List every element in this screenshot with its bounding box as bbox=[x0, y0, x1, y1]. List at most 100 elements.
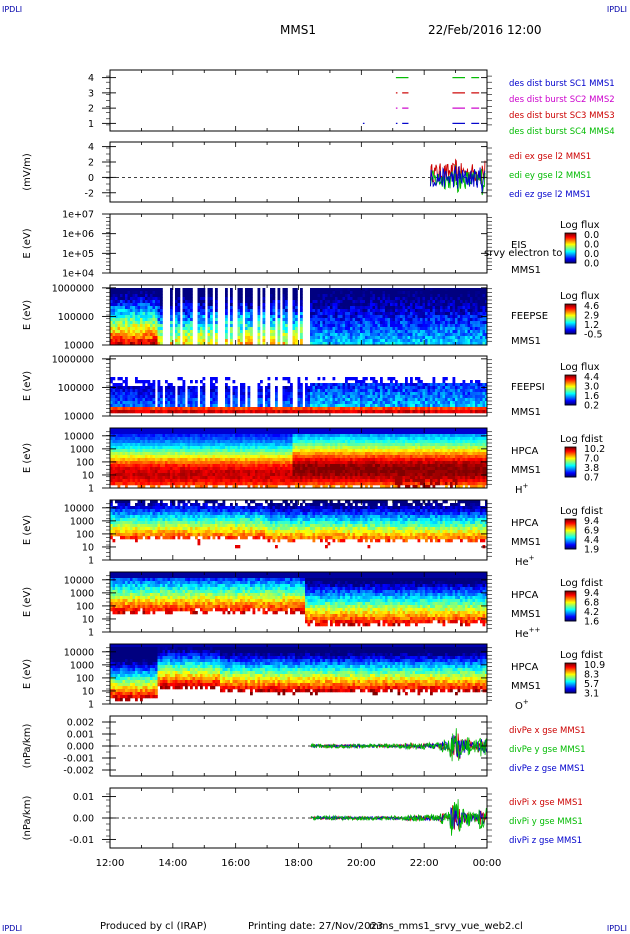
y-tick-label: 10 bbox=[82, 614, 94, 625]
y-tick-label: -0.01 bbox=[69, 835, 94, 846]
y-tick-label: 10 bbox=[82, 542, 94, 553]
y-tick-label: -0.001 bbox=[63, 754, 94, 765]
x-tick-label: 18:00 bbox=[284, 858, 313, 869]
species-label: O+ bbox=[515, 698, 529, 712]
colorbar-title: Log fdist bbox=[560, 578, 603, 589]
y-tick-label: 3 bbox=[88, 88, 94, 99]
footer-produced-by: Produced by cl (IRAP) bbox=[100, 921, 207, 932]
legend-entry: divPi x gse MMS1 bbox=[509, 798, 583, 808]
y-tick-label: 4 bbox=[88, 73, 94, 84]
panel-label: MMS1 bbox=[511, 609, 541, 620]
panel-label: MMS1 bbox=[511, 407, 541, 418]
panel-label: FEEPSI bbox=[511, 382, 545, 393]
plot-area-hpca-he bbox=[110, 500, 487, 549]
colorbar-title: Log fdist bbox=[560, 506, 603, 517]
colorbar-title: Log flux bbox=[560, 220, 600, 231]
y-axis-label: E (eV) bbox=[22, 515, 33, 545]
panel-label: HPCA bbox=[511, 590, 539, 601]
colorbar-tick-label: 1.6 bbox=[584, 617, 599, 628]
footer-product: mms_mms1_srvy_vue_web2.cl bbox=[369, 921, 523, 932]
header-spacecraft: MMS1 bbox=[280, 23, 316, 37]
legend-edi: edi ex gse l2 MMS1 edi ey gse l2 MMS1 edi … bbox=[509, 152, 591, 200]
panel-divpe: divPe x gse MMS1 divPe y gse MMS1 divPe z … bbox=[22, 715, 586, 777]
panel-label: MMS1 bbox=[511, 681, 541, 692]
footer-printing-date: Printing date: 27/Nov/2023 bbox=[248, 921, 383, 932]
colorbar-tick-label: 0.0 bbox=[584, 259, 599, 270]
series-line bbox=[310, 799, 487, 836]
colorbar-tick-label: 0.0 bbox=[584, 240, 599, 251]
y-tick-label: 1000 bbox=[70, 588, 94, 599]
x-tick-label: 00:00 bbox=[473, 858, 502, 869]
plot-area-burst bbox=[362, 77, 480, 124]
y-tick-label: 10000 bbox=[64, 341, 94, 352]
corner-label-tl: IPDLI bbox=[2, 5, 22, 14]
legend-burst: des dist burst SC1 MMS1 des dist burst SC… bbox=[509, 79, 615, 137]
colorbar-tick-label: 10.9 bbox=[584, 660, 605, 671]
colorbar-tick-label: 0.0 bbox=[584, 230, 599, 241]
y-tick-label: 1 bbox=[88, 119, 94, 130]
plot-area-divpe bbox=[110, 728, 487, 762]
species-label: He++ bbox=[515, 626, 541, 640]
panel-label: MMS1 bbox=[511, 265, 541, 276]
colorbar-tick-label: 3.0 bbox=[584, 382, 599, 393]
panel-label: MMS1 bbox=[511, 537, 541, 548]
colorbar-tick-label: 1.6 bbox=[584, 391, 599, 402]
panel-edi: edi ex gse l2 MMS1 edi ey gse l2 MMS1 edi … bbox=[22, 141, 591, 203]
y-tick-label: 1e+05 bbox=[62, 249, 94, 260]
y-axis-label: (mV/m) bbox=[22, 153, 33, 191]
y-tick-label: 1000000 bbox=[52, 283, 94, 294]
spectrogram bbox=[110, 288, 487, 345]
corner-label-br: IPDLI bbox=[607, 924, 627, 933]
y-tick-label: 100 bbox=[76, 673, 94, 684]
series-line bbox=[310, 728, 487, 762]
colorbar-title: Log fdist bbox=[560, 650, 603, 661]
legend-entry: edi ey gse l2 MMS1 bbox=[509, 171, 591, 181]
colorbar-tick-label: 4.2 bbox=[584, 607, 599, 618]
y-tick-label: 10000 bbox=[64, 503, 94, 514]
plot-area-hpca-h bbox=[110, 428, 487, 488]
y-tick-label: 1 bbox=[88, 484, 94, 495]
y-axis-label: E (eV) bbox=[22, 228, 33, 258]
colorbar-tick-label: 1.9 bbox=[584, 545, 599, 556]
legend-entry: divPe z gse MMS1 bbox=[509, 764, 585, 774]
colorbar-tick-label: 3.1 bbox=[584, 689, 599, 700]
y-axis-label: E (eV) bbox=[22, 659, 33, 689]
x-tick-label: 22:00 bbox=[410, 858, 439, 869]
legend-entry: des dist burst SC3 MMS3 bbox=[509, 111, 615, 121]
y-axis-label: (nPa/km) bbox=[22, 796, 33, 841]
panel-frame bbox=[109, 213, 488, 274]
y-tick-label: 100 bbox=[76, 457, 94, 468]
species-label: He+ bbox=[515, 554, 535, 568]
colorbar-tick-label: 8.3 bbox=[584, 670, 599, 681]
y-tick-label: 0 bbox=[88, 173, 94, 184]
series-line bbox=[429, 166, 486, 193]
y-axis-label: (nPa/km) bbox=[22, 724, 33, 769]
colorbar-tick-label: 4.4 bbox=[584, 372, 599, 383]
colorbar-tick-label: 1.2 bbox=[584, 320, 599, 331]
panel-label: HPCA bbox=[511, 518, 539, 529]
colorbar-tick-label: 9.4 bbox=[584, 516, 599, 527]
x-tick-label: 16:00 bbox=[221, 858, 250, 869]
spectrogram bbox=[110, 428, 487, 488]
plot-area-divpi bbox=[110, 799, 487, 836]
y-tick-label: 1 bbox=[88, 556, 94, 567]
x-tick-label: 12:00 bbox=[96, 858, 125, 869]
panels: des dist burst SC1 MMS1 des dist burst SC… bbox=[22, 69, 615, 849]
y-tick-label: 10000 bbox=[64, 412, 94, 423]
panel-label: MMS1 bbox=[511, 465, 541, 476]
y-tick-label: 10000 bbox=[64, 647, 94, 658]
colorbar-tick-label: 5.7 bbox=[584, 679, 599, 690]
legend-entry: divPe y gse MMS1 bbox=[509, 745, 586, 755]
colorbar-tick-label: 6.8 bbox=[584, 598, 599, 609]
